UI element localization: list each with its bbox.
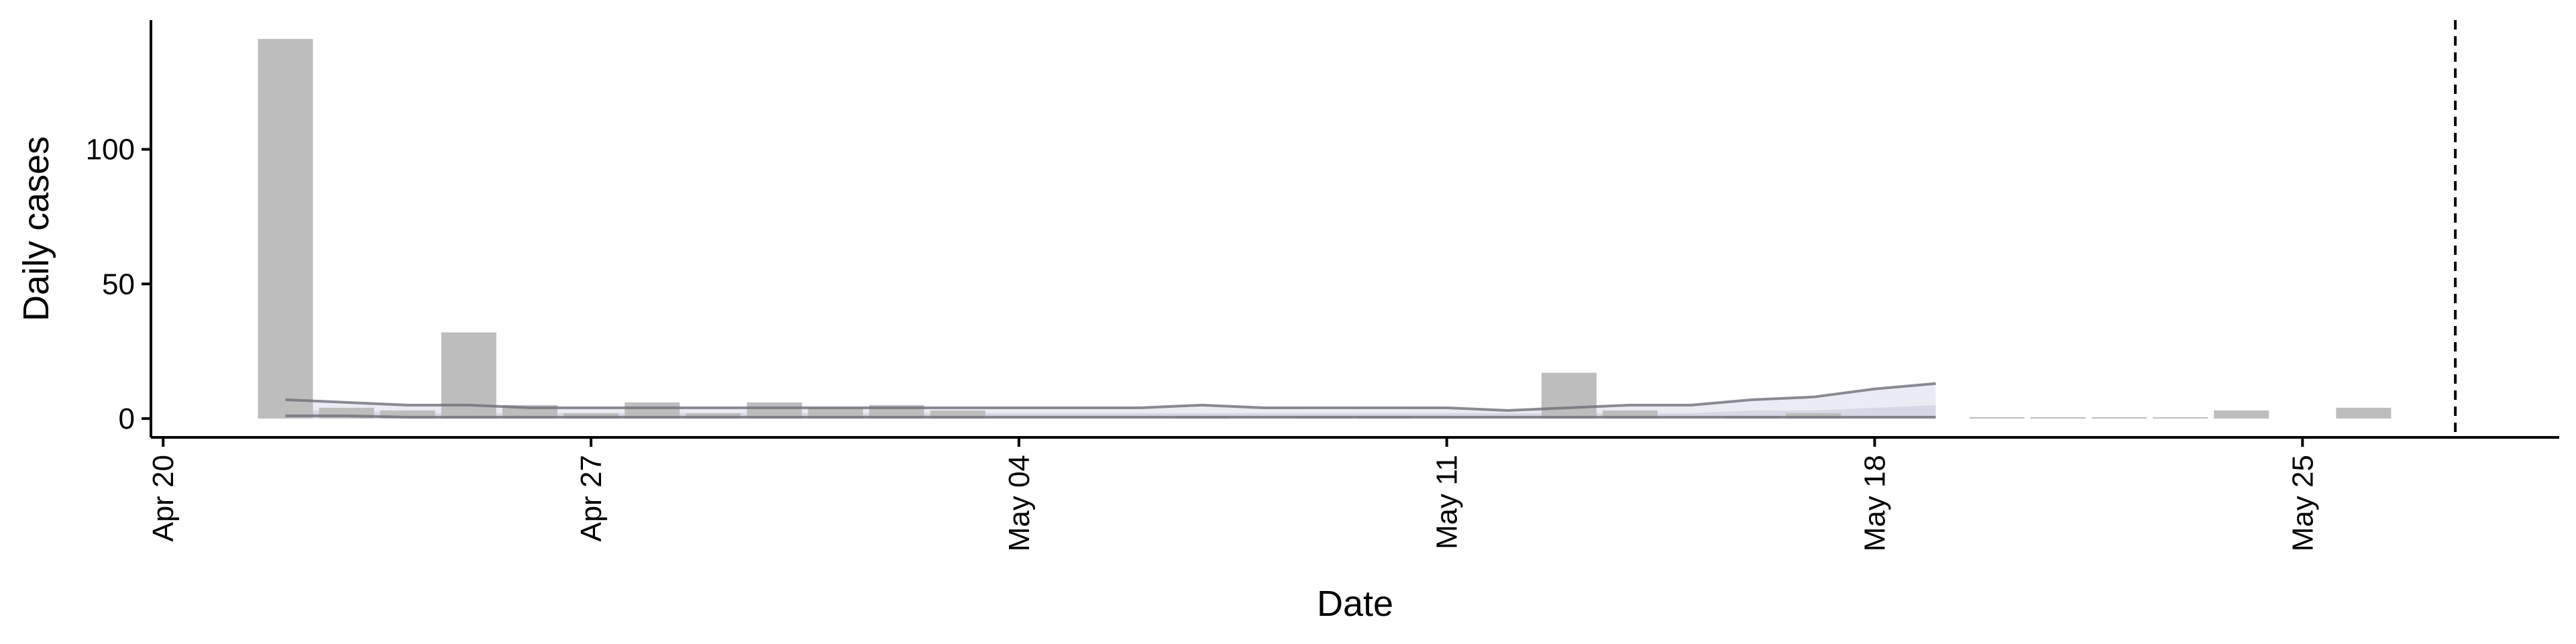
y-tick-label-100: 100 (86, 133, 135, 166)
bar-33 (2153, 417, 2208, 419)
x-ticks: Apr 20 Apr 27 May 04 May 11 May 18 May 25 (147, 437, 2319, 551)
x-tick-label-7: Apr 27 (575, 455, 608, 542)
estimate-outer-ribbon (285, 383, 1936, 419)
bar-2 (258, 39, 313, 419)
estimate-median-line (285, 414, 1936, 419)
bar-31 (2030, 417, 2086, 419)
estimate-lines (285, 382, 1936, 419)
x-tick-label-35: May 25 (2286, 455, 2319, 551)
bar-30 (1969, 417, 2025, 419)
bar-23 (1541, 372, 1597, 419)
x-axis-title: Date (1317, 584, 1393, 624)
y-ticks: 0 50 100 (86, 133, 151, 435)
x-tick-label-14: May 04 (1003, 455, 1036, 551)
bar-36 (2336, 407, 2392, 419)
bar-34 (2214, 410, 2269, 419)
bar-8 (625, 402, 680, 419)
bar-27 (1786, 413, 1841, 419)
estimate-upper-line (285, 382, 1936, 412)
x-tick-label-21: May 11 (1431, 455, 1464, 549)
bar-9 (686, 413, 741, 419)
bar-32 (2091, 417, 2147, 419)
y-axis-title: Daily cases (16, 136, 56, 321)
y-tick-label-50: 50 (102, 268, 135, 301)
axes-group (150, 20, 2559, 439)
bar-7 (564, 413, 619, 419)
y-tick-label-0: 0 (119, 402, 135, 435)
bars-group (258, 39, 2392, 419)
x-tick-label-28: May 18 (1858, 455, 1891, 551)
bar-10 (747, 402, 802, 419)
bar-11 (808, 407, 863, 419)
x-tick-label-0: Apr 20 (147, 455, 180, 542)
